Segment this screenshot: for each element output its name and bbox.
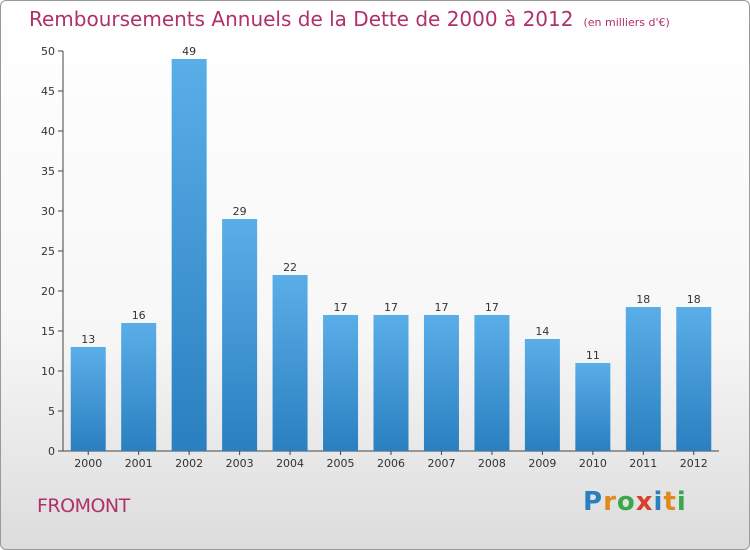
logo-letter: i [653, 487, 664, 517]
data-label-2001: 16 [132, 309, 146, 322]
bar-2006 [373, 315, 409, 451]
data-label-2000: 13 [81, 333, 95, 346]
y-tick-label: 5 [48, 405, 55, 418]
bar-2008 [474, 315, 510, 451]
proxiti-logo: Proxiti [583, 487, 687, 517]
x-tick-label: 2001 [125, 457, 153, 470]
bar-2000 [70, 347, 106, 451]
bar-2003 [222, 219, 258, 451]
x-tick-label: 2012 [680, 457, 708, 470]
chart-title-text: Remboursements Annuels de la Dette de 20… [29, 7, 574, 31]
data-label-2008: 17 [485, 301, 499, 314]
data-label-2004: 22 [283, 261, 297, 274]
chart-unit: (en milliers d'€) [583, 16, 670, 29]
x-tick-label: 2008 [478, 457, 506, 470]
logo-letter: o [616, 487, 636, 517]
data-label-2009: 14 [535, 325, 549, 338]
data-label-2011: 18 [636, 293, 650, 306]
logo-letter: x [635, 487, 654, 517]
bar-2001 [121, 323, 157, 451]
x-tick-label: 2009 [528, 457, 556, 470]
x-tick-label: 2003 [226, 457, 254, 470]
x-tick-label: 2000 [74, 457, 102, 470]
x-tick-label: 2011 [629, 457, 657, 470]
x-tick-label: 2006 [377, 457, 405, 470]
y-tick-label: 15 [41, 325, 55, 338]
bar-2007 [423, 315, 459, 451]
x-tick-label: 2004 [276, 457, 304, 470]
y-tick-label: 45 [41, 85, 55, 98]
y-tick-label: 50 [41, 45, 55, 58]
x-tick-label: 2007 [427, 457, 455, 470]
logo-letter: t [663, 487, 677, 517]
y-tick-label: 0 [48, 445, 55, 458]
bar-2012 [676, 307, 712, 451]
data-label-2005: 17 [334, 301, 348, 314]
y-tick-label: 10 [41, 365, 55, 378]
place-name: FROMONT [37, 495, 130, 517]
data-label-2010: 11 [586, 349, 600, 362]
bar-2009 [524, 339, 560, 451]
data-label-2002: 49 [182, 45, 196, 58]
y-tick-label: 40 [41, 125, 55, 138]
y-tick-label: 30 [41, 205, 55, 218]
chart-title: Remboursements Annuels de la Dette de 20… [29, 7, 670, 31]
data-label-2003: 29 [233, 205, 247, 218]
x-tick-label: 2002 [175, 457, 203, 470]
data-label-2012: 18 [687, 293, 701, 306]
data-label-2007: 17 [434, 301, 448, 314]
y-tick-label: 20 [41, 285, 55, 298]
x-tick-label: 2010 [579, 457, 607, 470]
bar-2002 [171, 59, 207, 451]
bar-2011 [625, 307, 661, 451]
logo-letter: P [583, 487, 604, 517]
bar-2004 [272, 275, 308, 451]
bar-2010 [575, 363, 611, 451]
logo-letter: r [603, 487, 617, 517]
y-tick-label: 25 [41, 245, 55, 258]
x-tick-label: 2005 [327, 457, 355, 470]
y-tick-label: 35 [41, 165, 55, 178]
logo-letter: i [676, 487, 687, 517]
data-label-2006: 17 [384, 301, 398, 314]
bar-2005 [323, 315, 359, 451]
